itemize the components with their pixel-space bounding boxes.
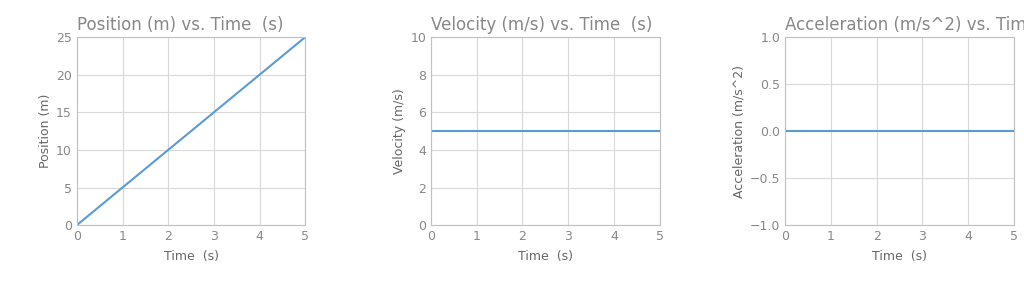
X-axis label: Time  (s): Time (s) (872, 250, 927, 263)
X-axis label: Time  (s): Time (s) (518, 250, 572, 263)
Text: Acceleration (m/s^2) vs. Time  (s): Acceleration (m/s^2) vs. Time (s) (785, 16, 1024, 34)
X-axis label: Time  (s): Time (s) (164, 250, 218, 263)
Y-axis label: Position (m): Position (m) (39, 94, 52, 168)
Y-axis label: Velocity (m/s): Velocity (m/s) (393, 88, 407, 174)
Y-axis label: Acceleration (m/s^2): Acceleration (m/s^2) (733, 65, 745, 198)
Text: Position (m) vs. Time  (s): Position (m) vs. Time (s) (77, 16, 284, 34)
Text: Velocity (m/s) vs. Time  (s): Velocity (m/s) vs. Time (s) (431, 16, 652, 34)
